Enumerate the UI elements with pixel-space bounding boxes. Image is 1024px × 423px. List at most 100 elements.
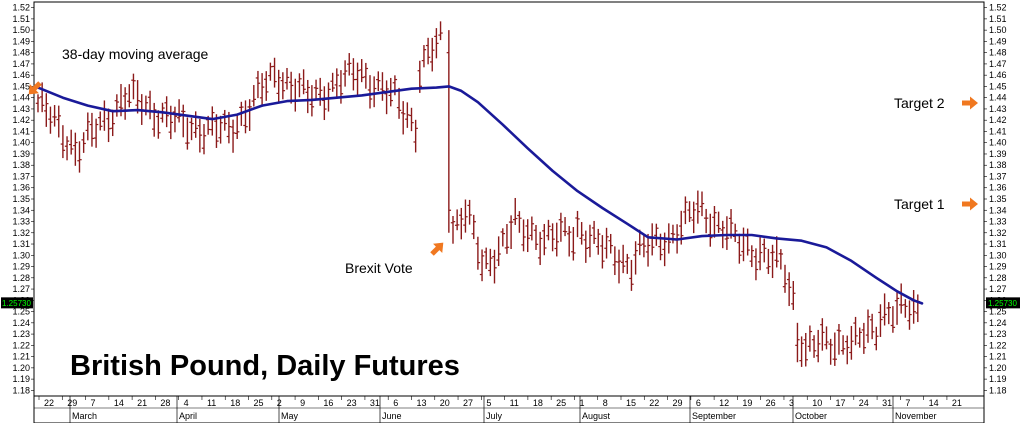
x-day-label: 1 [579,398,584,408]
price-bar [712,205,717,238]
price-bar [44,93,49,127]
x-day-label: 14 [929,398,939,408]
price-bar [122,87,128,120]
x-day-label: 7 [91,398,96,408]
y-tick-label-right: 1.43 [989,104,1007,114]
price-bar [284,67,290,90]
price-bar [832,332,837,366]
price-bar [413,119,418,153]
y-tick-label-left: 1.29 [12,262,30,272]
price-bar [695,190,701,224]
y-tick-label-right: 1.34 [989,205,1007,215]
price-bar [243,100,248,134]
price-bar [849,325,854,360]
y-tick-label-left: 1.40 [12,138,30,148]
price-bar [247,99,252,131]
price-bar [816,329,821,363]
price-bar [770,244,775,279]
y-tick-label-left: 1.31 [12,239,30,249]
x-day-label: 11 [510,398,519,408]
y-tick-label-left: 1.20 [12,363,30,373]
price-bar [405,102,410,128]
y-tick-label-right: 1.39 [989,149,1007,159]
annotation-target-1: Target 1 [894,196,945,212]
y-tick-label-left: 1.45 [12,81,30,91]
y-tick-label-right: 1.37 [989,171,1007,181]
price-bar [305,79,310,114]
moving-average-line [36,85,924,305]
x-day-label: 6 [696,398,701,408]
price-bar [484,247,489,269]
price-bar [48,106,53,134]
arrow-brexit-vote-icon [430,242,444,256]
price-bar [625,253,630,274]
price-bar [907,300,912,330]
price-bar [903,299,908,318]
x-day-label: 22 [44,398,54,408]
y-tick-label-left: 1.44 [12,93,30,103]
price-bars [35,21,920,367]
price-bar [214,114,219,148]
price-bar [401,101,406,135]
price-bar [201,124,207,155]
price-bar [492,249,497,284]
price-bar [583,230,588,263]
x-day-label: 25 [556,398,566,408]
price-bar [637,229,642,256]
x-day-label: 3 [789,398,794,408]
y-axis-left: 1.521.511.501.49 1.481.471.461.45 1.441.43… [12,3,34,395]
x-day-label: 17 [836,398,846,408]
price-bar [749,245,754,268]
y-tick-label-right: 1.35 [989,194,1007,204]
price-bar [828,338,833,365]
x-day-label: 20 [440,398,450,408]
price-bar [235,114,240,140]
y-tick-label-right: 1.19 [989,374,1007,384]
price-bar [533,224,539,250]
price-bar [446,30,452,233]
price-bar [899,283,904,314]
price-bar [280,72,286,100]
x-day-label: 29 [67,398,77,408]
y-tick-label-left: 1.34 [12,205,30,215]
y-tick-label-left: 1.28 [12,273,30,283]
last-price-tag-right: 1.25730 [986,297,1020,309]
y-tick-label-right: 1.51 [989,14,1007,24]
x-day-label: 29 [673,398,683,408]
price-bar [438,21,443,41]
price-bar [811,335,817,358]
price-bar [716,211,721,233]
price-bar [181,104,186,138]
y-tick-label-left: 1.50 [12,25,30,35]
y-tick-label-left: 1.51 [12,14,30,24]
price-bar [197,118,203,153]
y-tick-label-right: 1.40 [989,138,1007,148]
price-bar [874,326,879,351]
price-bar [56,105,61,138]
price-bar [591,220,597,244]
price-bar [869,313,875,340]
last-price-label-left: 1.25730 [2,299,31,308]
x-day-label: 28 [160,398,170,408]
annotation-brexit-vote: Brexit Vote [345,260,413,276]
y-tick-label-right: 1.28 [989,273,1007,283]
x-day-label: 5 [486,398,491,408]
price-bar [562,217,568,237]
y-tick-label-right: 1.27 [989,284,1007,294]
x-month-label: September [692,411,736,421]
y-tick-label-right: 1.33 [989,217,1007,227]
price-bar [475,236,481,270]
x-month-label: August [582,411,611,421]
y-tick-label-right: 1.41 [989,126,1007,136]
y-tick-label-right: 1.44 [989,93,1007,103]
price-bar [230,119,236,153]
price-bar [791,281,796,310]
x-axis: 2229714212841118252916233161320275111825… [38,396,962,423]
price-bar [803,332,808,367]
annotation-target-2: Target 2 [894,95,945,111]
price-bar [471,214,476,240]
price-bar [114,94,120,117]
x-day-label: 31 [882,398,892,408]
